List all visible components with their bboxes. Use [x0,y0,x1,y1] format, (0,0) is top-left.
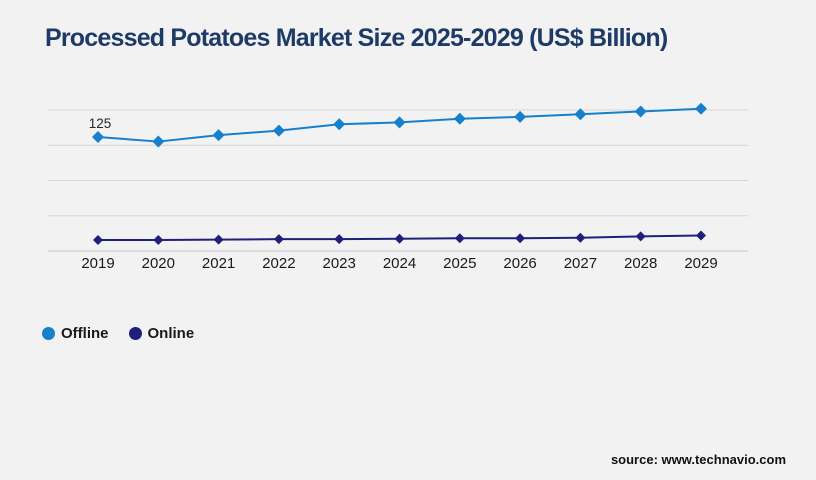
offline-marker [574,108,587,121]
x-axis-label: 2024 [383,255,416,272]
x-axis-label: 2020 [142,255,175,272]
x-axis-label: 2027 [564,255,597,272]
chart-legend: Offline Online [42,325,194,342]
online-marker [696,230,706,241]
online-marker [454,233,465,244]
legend-item-offline[interactable]: Offline [42,325,109,342]
offline-marker [212,129,225,142]
x-axis-label: 2029 [684,255,717,272]
offline-marker [453,112,466,125]
online-marker [394,233,405,244]
legend-offline-label: Offline [61,325,109,342]
offline-marker [92,131,104,143]
x-axis-label: 2028 [624,255,657,272]
offline-marker [272,124,285,137]
legend-online-label: Online [147,325,195,342]
offline-marker [514,110,527,123]
legend-offline-swatch [42,327,55,340]
offline-marker [634,105,647,118]
page-title: Processed Potatoes Market Size 2025-2029… [45,24,668,52]
x-axis-label: 2019 [81,255,114,272]
offline-marker [152,135,165,148]
x-axis-label: 2025 [443,255,476,272]
x-axis-label: 2022 [262,255,295,272]
offline-marker [333,118,346,131]
online-marker [273,234,284,245]
legend-online-swatch [128,327,142,340]
online-marker [635,231,646,242]
online-marker [153,235,164,246]
online-marker [515,233,526,244]
online-marker [334,234,345,245]
chart-svg: 2019 2020 2021 2022 2023 2024 2025 2026 2027 2028… [48,102,748,272]
online-marker [93,235,103,246]
offline-marker [393,116,406,129]
chart-area: 2019 2020 2021 2022 2023 2024 2025 2026 2027 2028… [48,102,748,272]
x-axis-label: 2021 [202,255,235,272]
legend-item-online[interactable]: Online [128,325,195,342]
online-marker [213,234,224,245]
point-label: 125 [89,116,112,131]
x-axis-label: 2026 [503,255,536,272]
offline-marker [695,102,707,115]
online-marker [575,232,586,243]
source-attribution: source: www.technavio.com [610,452,786,467]
x-axis-label: 2023 [323,255,356,272]
